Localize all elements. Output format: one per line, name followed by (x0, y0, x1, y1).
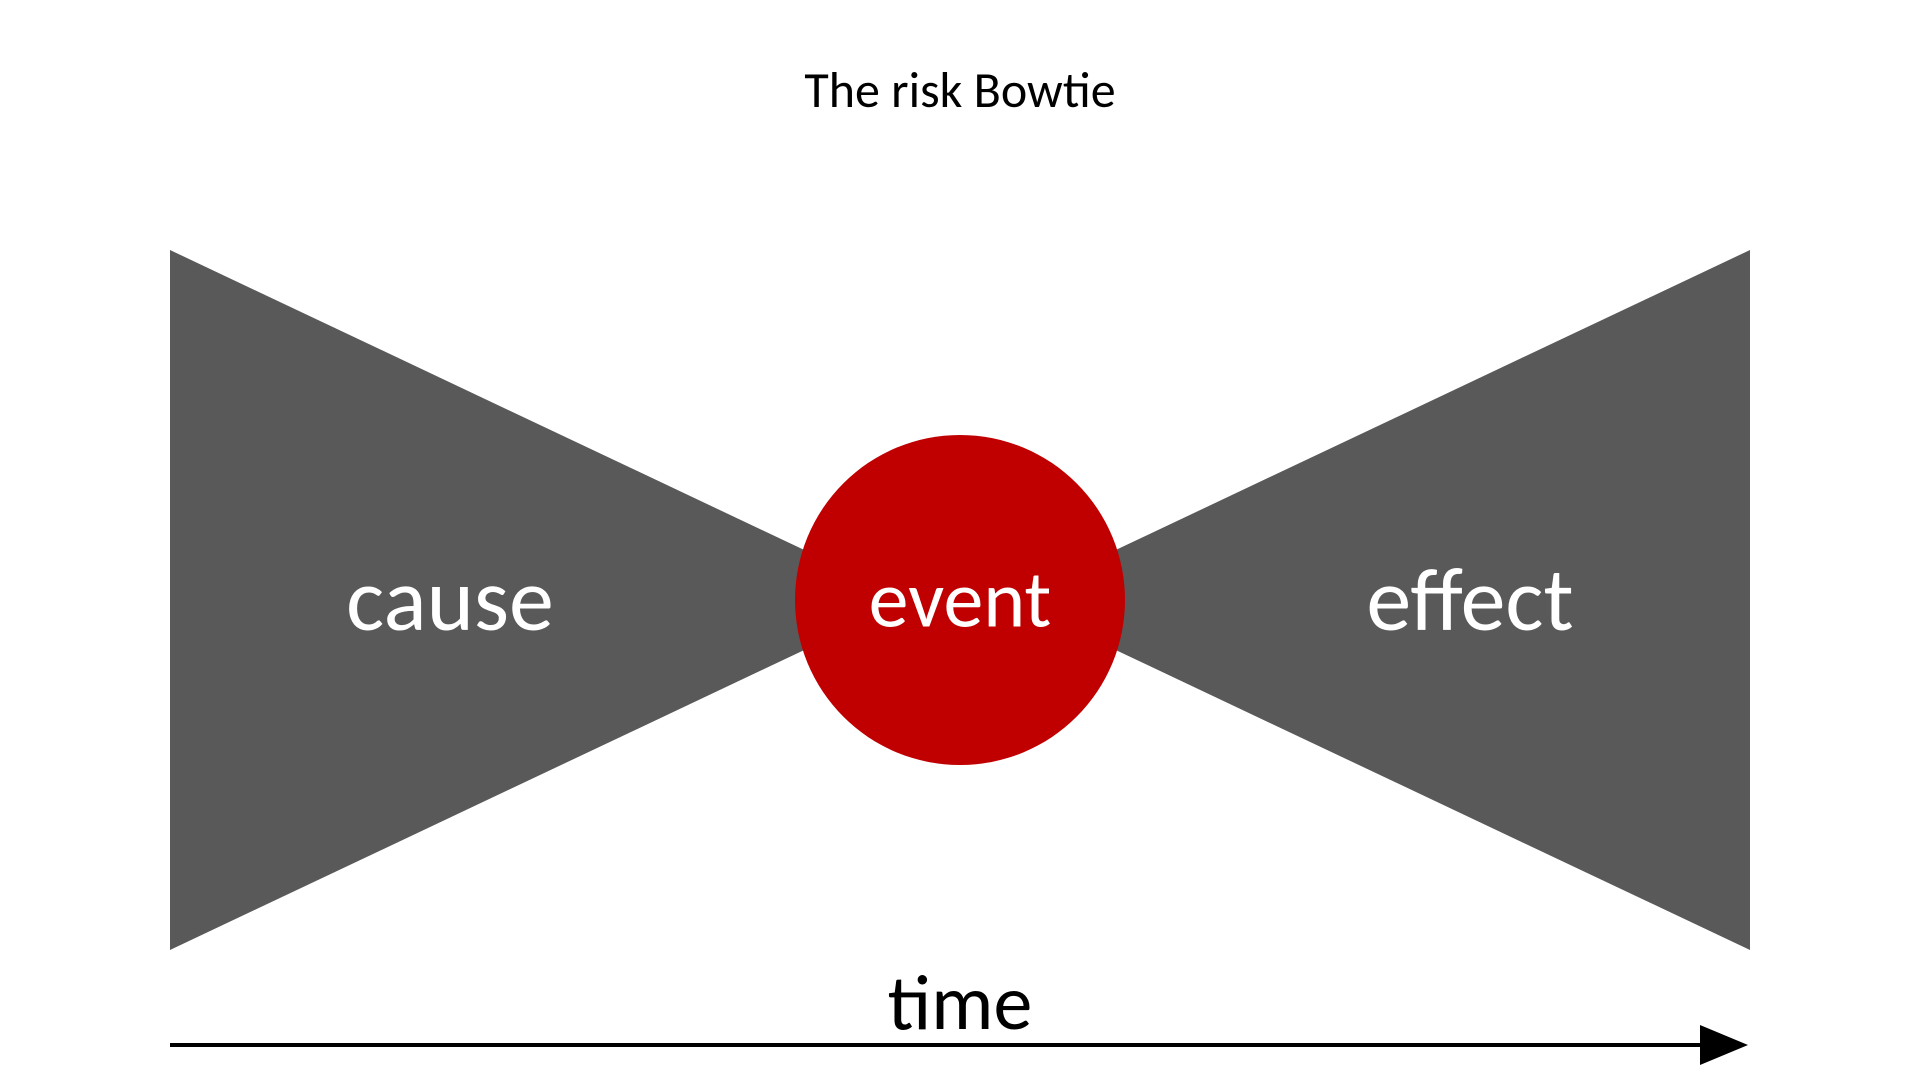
bowtie-diagram: cause event effect time (170, 250, 1750, 950)
event-label: event (869, 552, 1052, 649)
diagram-title: The risk Bowtie (804, 60, 1115, 121)
cause-label: cause (346, 545, 554, 655)
effect-label: effect (1366, 545, 1573, 655)
time-arrow (170, 1025, 1770, 1065)
